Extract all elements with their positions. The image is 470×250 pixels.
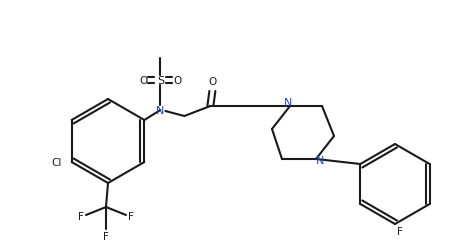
Text: F: F	[128, 211, 134, 221]
Text: N: N	[284, 98, 292, 108]
Text: Cl: Cl	[51, 157, 62, 167]
Text: O: O	[139, 76, 148, 86]
Text: F: F	[103, 231, 109, 241]
Text: O: O	[173, 76, 181, 86]
Text: F: F	[397, 226, 403, 236]
Text: O: O	[208, 77, 217, 87]
Text: F: F	[78, 211, 84, 221]
Text: N: N	[156, 106, 164, 116]
Text: N: N	[316, 156, 324, 165]
Text: S: S	[157, 76, 164, 86]
